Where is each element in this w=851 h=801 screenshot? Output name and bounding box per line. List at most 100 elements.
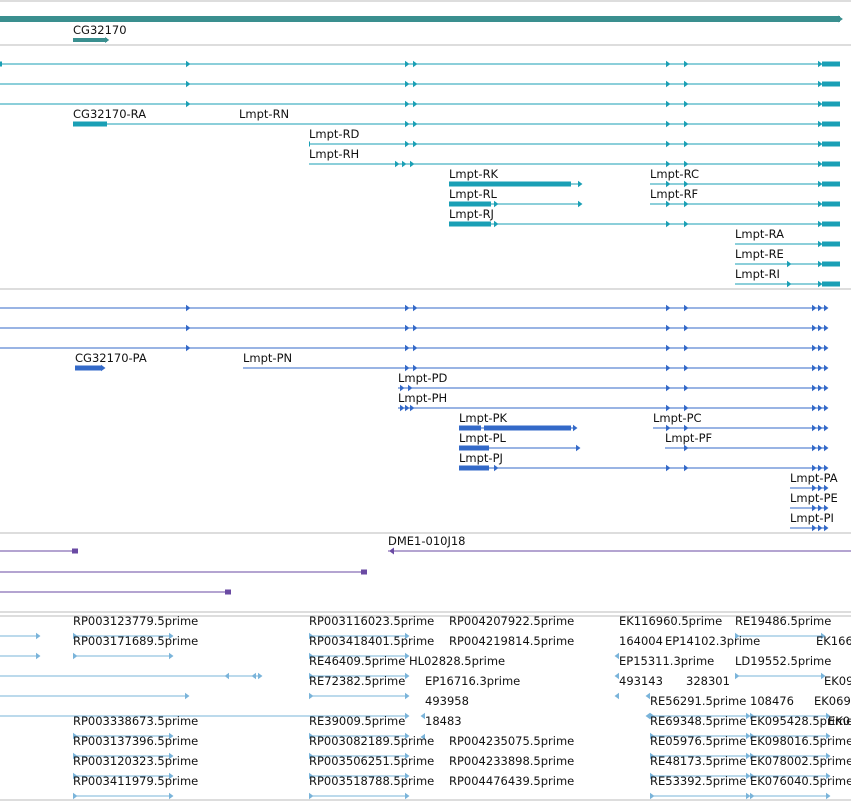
clone-end[interactable]	[72, 548, 78, 554]
protein-arrow	[684, 444, 689, 452]
transcript-end-exon[interactable]	[822, 81, 840, 87]
protein-arrow	[405, 344, 410, 352]
gene-label: CG32170	[73, 23, 127, 37]
protein-arrow	[666, 364, 671, 372]
transcript-arrow	[818, 80, 823, 88]
protein-arrow	[413, 304, 418, 312]
transcript-exon[interactable]	[499, 181, 571, 187]
protein-arrow	[818, 324, 823, 332]
transcript-arrow	[666, 160, 671, 168]
transcript-exon[interactable]	[309, 141, 310, 147]
protein-arrow	[824, 344, 829, 352]
protein-arrow	[824, 404, 829, 412]
protein-cds[interactable]	[75, 365, 101, 371]
est-arrow	[821, 632, 826, 640]
transcript-exon[interactable]	[449, 221, 491, 227]
est-arrow	[420, 733, 425, 741]
est-label: RE46409.5prime	[309, 654, 405, 668]
transcript-exon[interactable]	[0, 61, 2, 67]
clone-end[interactable]	[225, 589, 231, 595]
transcript-end-exon[interactable]	[822, 221, 840, 227]
protein-arrow	[812, 304, 817, 312]
transcript-end-exon[interactable]	[822, 61, 840, 67]
est-arrow	[746, 732, 751, 740]
protein-cds[interactable]	[459, 465, 489, 471]
transcript-end-exon[interactable]	[822, 161, 840, 167]
est-label: EK078002.5prime	[750, 754, 851, 768]
est-arrow	[169, 652, 174, 660]
est-label: RP003506251.5prime	[309, 754, 434, 768]
transcript-arrow	[186, 60, 191, 68]
est-label: EK098016.5prime	[750, 734, 851, 748]
protein-arrow	[812, 384, 817, 392]
est-arrow	[645, 692, 650, 700]
est-label: RP003338673.5prime	[73, 714, 198, 728]
protein-label: Lmpt-PK	[459, 411, 508, 425]
transcript-end-exon[interactable]	[822, 101, 840, 107]
transcript-label: Lmpt-RN	[239, 107, 289, 121]
transcript-end-exon[interactable]	[822, 121, 840, 127]
transcript-label: Lmpt-RD	[309, 127, 360, 141]
protein-arrow	[666, 324, 671, 332]
est-arrow	[73, 772, 78, 780]
est-arrow	[309, 672, 314, 680]
protein-arrow	[684, 364, 689, 372]
exon-blocks[interactable]	[0, 16, 840, 595]
transcript-end-exon[interactable]	[822, 181, 840, 187]
protein-arrow	[684, 424, 689, 432]
transcript-label: Lmpt-RE	[735, 247, 784, 261]
protein-arrow	[684, 344, 689, 352]
transcript-exon[interactable]	[449, 201, 491, 207]
transcript-end-exon[interactable]	[822, 201, 840, 207]
est-label: RE48173.5prime	[650, 754, 746, 768]
est-arrow	[309, 752, 314, 760]
protein-arrow	[405, 364, 410, 372]
protein-arrow	[812, 504, 817, 512]
protein-arrow	[812, 424, 817, 432]
transcript-end-arrow	[578, 180, 583, 188]
est-arrow	[73, 632, 78, 640]
est-label: RP003120323.5prime	[73, 754, 198, 768]
protein-arrow	[405, 324, 410, 332]
transcript-label: Lmpt-RH	[309, 147, 359, 161]
gene-exon-arrow	[105, 37, 110, 43]
transcript-end-arrow	[578, 200, 583, 208]
transcript-label: Lmpt-RJ	[449, 207, 494, 221]
transcript-arrow	[494, 200, 499, 208]
transcript-arrow	[684, 220, 689, 228]
transcript-exon[interactable]	[449, 181, 499, 187]
est-label: 328301	[686, 674, 730, 688]
transcript-end-exon[interactable]	[822, 241, 840, 247]
transcript-arrow	[413, 140, 418, 148]
protein-arrow	[818, 484, 823, 492]
est-label: RE05976.5prime	[650, 734, 746, 748]
transcript-exon[interactable]	[73, 121, 107, 127]
gene-exon[interactable]	[73, 38, 107, 42]
gene-end-arrow	[838, 15, 843, 23]
transcript-arrow	[818, 180, 823, 188]
protein-cds[interactable]	[459, 445, 489, 451]
transcript-arrow	[413, 80, 418, 88]
protein-cds[interactable]	[484, 425, 571, 431]
transcript-end-exon[interactable]	[822, 261, 840, 267]
transcript-end-exon[interactable]	[822, 281, 840, 287]
clone-end[interactable]	[361, 569, 367, 575]
protein-cds[interactable]	[459, 425, 481, 431]
protein-arrow	[824, 484, 829, 492]
transcript-arrow	[818, 220, 823, 228]
est-label: HL02828.5prime	[409, 654, 505, 668]
transcript-arrow	[405, 100, 410, 108]
transcript-arrow	[818, 280, 823, 288]
est-label: EK076040.5prime	[750, 774, 851, 788]
gene-span[interactable]	[0, 16, 840, 22]
est-arrow	[405, 732, 410, 740]
transcript-label: Lmpt-RI	[735, 267, 780, 281]
protein-arrow	[818, 404, 823, 412]
protein-arrow	[812, 344, 817, 352]
est-label: 493958	[425, 694, 469, 708]
est-arrow	[650, 772, 655, 780]
est-arrow	[826, 792, 831, 800]
transcript-end-exon[interactable]	[822, 141, 840, 147]
protein-arrow	[818, 464, 823, 472]
est-label: RP003518788.5prime	[309, 774, 434, 788]
